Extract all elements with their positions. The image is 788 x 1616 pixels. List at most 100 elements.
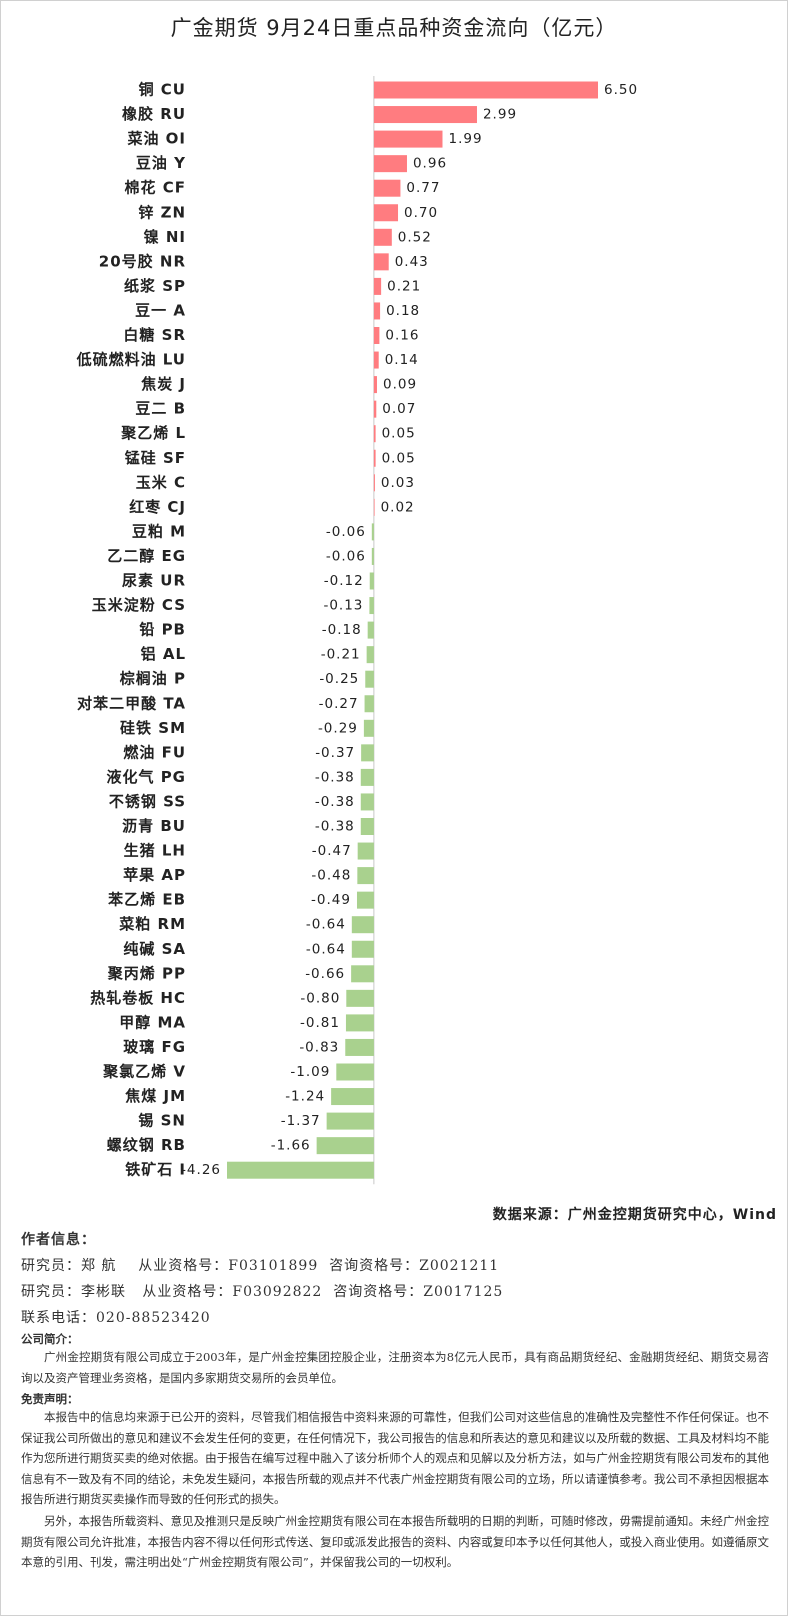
category-label: 焦煤 JM: [124, 1087, 186, 1105]
category-label: 尿素 UR: [122, 572, 186, 590]
company-text: 广州金控期货有限公司成立于2003年，是广州金控集团控股企业，注册资本为8亿元人…: [21, 1350, 769, 1385]
value-label: -0.06: [326, 548, 366, 564]
bar: [351, 965, 374, 983]
value-label: 0.43: [395, 254, 429, 270]
value-label: -1.37: [281, 1113, 321, 1129]
value-label: -1.66: [271, 1138, 311, 1154]
value-label: -0.06: [326, 524, 366, 540]
bar: [373, 155, 407, 173]
bar: [373, 376, 377, 394]
bar: [373, 277, 382, 295]
bar: [346, 989, 374, 1007]
bar: [366, 646, 374, 664]
value-label: -0.48: [311, 868, 351, 884]
category-label: 棕榈油 P: [120, 670, 186, 688]
disclaimer-paragraph: 另外，本报告所载资料、意见及推测只是反映广州金控期货有限公司在本报告所载明的日期…: [21, 1514, 769, 1569]
category-label: 硅铁 SM: [120, 719, 186, 737]
category-label: 低硫燃料油 LU: [76, 351, 186, 369]
phone: 联系电话：020-88523420: [21, 1310, 211, 1326]
author-heading: 作者信息：: [21, 1232, 96, 1248]
value-label: -0.13: [323, 598, 363, 614]
bar: [373, 106, 477, 124]
category-label: 玉米淀粉 CS: [92, 596, 186, 614]
bar: [351, 916, 374, 934]
bar: [364, 695, 374, 713]
category-label: 橡胶 RU: [122, 105, 186, 123]
value-label: -0.27: [319, 696, 359, 712]
value-label: -0.81: [300, 1015, 340, 1031]
value-label: -0.66: [305, 966, 345, 982]
bar: [363, 719, 374, 737]
value-label: 0.70: [404, 205, 438, 221]
value-label: -0.38: [315, 769, 355, 785]
category-label: 白糖 SR: [123, 326, 186, 344]
value-label: -0.38: [315, 794, 355, 810]
bar: [373, 130, 443, 148]
category-label: 液化气 PG: [106, 768, 186, 786]
category-label: 玉米 C: [136, 473, 186, 491]
category-label: 螺纹钢 RB: [107, 1136, 186, 1154]
bar: [373, 228, 392, 246]
category-label: 聚氯乙烯 V: [102, 1063, 186, 1081]
value-label: -0.12: [324, 573, 364, 589]
category-label: 苹果 AP: [123, 866, 186, 884]
category-label: 不锈钢 SS: [109, 792, 186, 810]
value-label: -0.80: [300, 990, 340, 1006]
category-label: 苯乙烯 EB: [107, 891, 186, 909]
value-label: -1.24: [285, 1089, 325, 1105]
value-label: -0.21: [321, 647, 361, 663]
bar: [360, 818, 374, 835]
category-label: 对苯二甲酸 TA: [77, 694, 186, 712]
category-label: 铝 AL: [141, 645, 186, 663]
bar: [326, 1112, 374, 1130]
value-label: -0.25: [319, 671, 359, 687]
value-label: 0.03: [381, 475, 415, 491]
value-label: 0.16: [385, 328, 419, 344]
value-label: -0.38: [315, 819, 355, 835]
category-label: 纯碱 SA: [123, 940, 186, 958]
bar: [360, 793, 374, 811]
value-label: 6.50: [604, 82, 638, 98]
bar: [361, 744, 374, 762]
bar: [365, 670, 374, 688]
category-label: 玻璃 FG: [123, 1038, 186, 1056]
category-label: 焦炭 J: [140, 375, 186, 393]
value-label: 0.09: [383, 377, 417, 393]
bar: [357, 842, 374, 860]
bar: [373, 498, 375, 516]
category-label: 红枣 CJ: [129, 498, 186, 516]
value-label: -0.64: [306, 917, 346, 933]
category-label: 锡 SN: [138, 1112, 186, 1130]
bar: [371, 523, 374, 541]
category-label: 铜 CU: [139, 81, 186, 99]
disclaimer-paragraph: 本报告中的信息均来源于已公开的资料，尽管我们相信报告中资料来源的可靠性，但我们公…: [21, 1410, 769, 1506]
researcher: 研究员：李彬联 从业资格号：F03092822 咨询资格号：Z0017125: [21, 1284, 504, 1300]
bar: [351, 940, 374, 958]
category-label: 豆二 B: [135, 400, 186, 418]
category-label: 燃油 FU: [123, 743, 186, 761]
company-heading: 公司简介：: [21, 1332, 79, 1346]
value-label: -0.18: [322, 622, 362, 638]
value-label: 0.77: [406, 180, 440, 196]
category-label: 甲醇 MA: [119, 1013, 186, 1031]
category-label: 豆一 A: [135, 301, 186, 319]
category-label: 铁矿石 I: [125, 1161, 186, 1179]
category-label: 铅 PB: [139, 621, 186, 639]
value-label: -0.47: [312, 843, 352, 859]
value-label: -0.49: [311, 892, 351, 908]
value-label: 0.05: [382, 426, 416, 442]
bar: [367, 621, 374, 639]
researcher: 研究员：郑 航 从业资格号：F03101899 咨询资格号：Z0021211: [21, 1258, 500, 1274]
bar: [373, 327, 380, 344]
category-label: 豆粕 M: [132, 522, 186, 540]
chart: 广金期货 9月24日重点品种资金流向（亿元） 数据来源：广州金控期货研究中心，W…: [76, 16, 776, 1223]
value-label: 1.99: [448, 131, 482, 147]
bar: [373, 302, 381, 320]
bar: [373, 81, 598, 99]
bar: [316, 1137, 374, 1155]
value-label: 0.18: [386, 303, 420, 319]
bar: [373, 179, 401, 197]
bar: [360, 768, 374, 786]
category-label: 菜油 OI: [126, 130, 186, 148]
